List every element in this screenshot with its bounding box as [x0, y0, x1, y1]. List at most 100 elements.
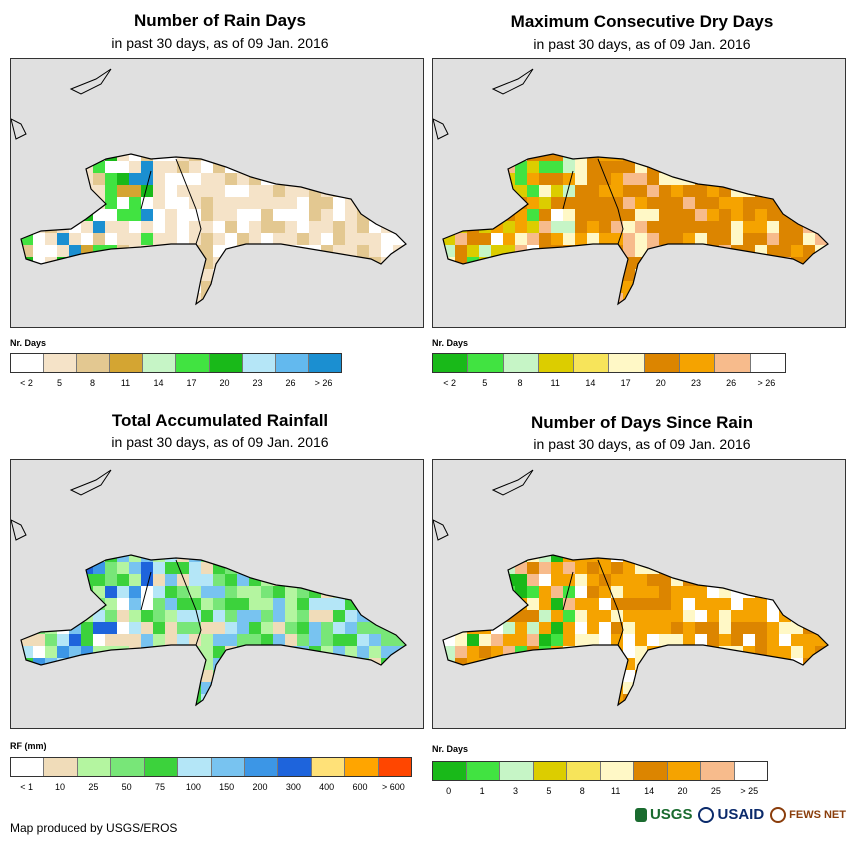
legend-swatch: [433, 762, 467, 780]
legend-swatch: [244, 758, 279, 776]
legend-swatch: [734, 762, 767, 780]
fews-net-logo: FEWS NET: [770, 806, 846, 823]
legend-swatch: [503, 354, 539, 372]
legend-tick-label: 10: [54, 782, 66, 792]
legend-swatch: [600, 762, 634, 780]
legend-swatch: [211, 758, 245, 776]
legend-swatch: [634, 762, 668, 780]
panel-subtitle: in past 30 days, as of 09 Jan. 2016: [111, 434, 329, 450]
legend-swatch: [176, 354, 210, 372]
legend-tick-label: 23: [252, 378, 263, 388]
legend-tick-label: 25: [710, 786, 721, 796]
legend-swatch: [715, 354, 751, 372]
legend-bar: [432, 761, 768, 781]
legend-title: Nr. Days: [432, 744, 469, 754]
legend-tick-label: 150: [219, 782, 235, 792]
legend-swatch: [609, 354, 645, 372]
legend-title: Nr. Days: [432, 338, 469, 348]
legend-swatch: [143, 354, 177, 372]
border-line: [562, 559, 624, 646]
panel-accumulated-rainfall: Total Accumulated Rainfall in past 30 da…: [10, 400, 430, 800]
legend-swatch: [701, 762, 735, 780]
legend-swatch: [433, 354, 469, 372]
legend-tick-label: 14: [585, 378, 596, 388]
small-island-outline: [11, 68, 112, 140]
fews-net-globe-icon: [770, 806, 787, 823]
legend-tick-label: > 25: [740, 786, 759, 796]
map-grid: [11, 469, 407, 707]
legend-tick-label: 11: [611, 786, 621, 796]
usgs-wave-icon: [634, 807, 647, 822]
legend-tick-label: 0: [446, 786, 452, 796]
legend-bar: [432, 353, 786, 373]
legend-swatch: [750, 354, 785, 372]
legend-swatch: [644, 354, 681, 372]
map-grid: [433, 68, 829, 306]
small-island-outline: [11, 469, 112, 541]
legend-swatch: [11, 758, 45, 776]
legend-tick-label: 8: [517, 378, 523, 388]
legend-title: RF (mm): [10, 741, 47, 751]
map-grid: [11, 68, 407, 306]
border-line: [140, 559, 202, 646]
panel-subtitle: in past 30 days, as of 09 Jan. 2016: [533, 36, 751, 52]
legend-swatch: [311, 758, 346, 776]
map-accumulated-rainfall: [10, 459, 424, 729]
legend-swatch: [538, 354, 575, 372]
legend-tick-label: 23: [690, 378, 702, 388]
panel-rain-days: Number of Rain Days in past 30 days, as …: [10, 0, 430, 400]
legend-tick-label: 17: [186, 378, 197, 388]
legend-tick-label: 11: [120, 378, 131, 388]
legend-tick-label: 5: [546, 786, 552, 796]
legend-tick-label: 14: [153, 378, 164, 388]
legend-swatch: [44, 354, 78, 372]
island-outline: [442, 153, 829, 306]
legend-swatch: [144, 758, 179, 776]
legend-swatch: [11, 354, 45, 372]
legend-tick-label: 17: [620, 378, 631, 388]
panel-days-since-rain: Number of Days Since Rain in past 30 day…: [432, 400, 852, 800]
legend-swatch: [500, 762, 534, 780]
legend-title: Nr. Days: [10, 338, 47, 348]
legend-tick-label: 26: [726, 378, 737, 388]
legend-tick-label: > 600: [381, 782, 405, 792]
island-outline: [20, 554, 407, 707]
legend-swatch: [44, 758, 78, 776]
panel-title: Total Accumulated Rainfall: [111, 411, 329, 430]
panel-subtitle: in past 30 days, as of 09 Jan. 2016: [111, 35, 329, 51]
legend-swatch: [278, 758, 312, 776]
legend-tick-label: 20: [677, 786, 688, 796]
legend-swatch: [209, 354, 243, 372]
legend-tick-label: 14: [644, 786, 655, 796]
legend-swatch: [275, 354, 309, 372]
legend-tick-label: 200: [252, 782, 268, 792]
island-outline: [442, 554, 829, 707]
panel-subtitle: in past 30 days, as of 09 Jan. 2016: [533, 436, 751, 452]
legend-bar: [10, 353, 342, 373]
island-outline: [20, 153, 407, 306]
legend-tick-label: 75: [154, 782, 166, 792]
legend-tick-label: 5: [56, 378, 63, 388]
legend-tick-label: 100: [185, 782, 201, 792]
legend-tick-label: 3: [512, 786, 519, 796]
legend-tick-label: 26: [285, 378, 296, 388]
legend-tick-label: > 26: [757, 378, 776, 388]
legend-tick-label: < 2: [443, 378, 456, 388]
legend-tick-label: 8: [579, 786, 585, 796]
map-max-dry-days: [432, 58, 846, 328]
map-days-since-rain: [432, 459, 846, 729]
panel-max-dry-days: Maximum Consecutive Dry Days in past 30 …: [432, 0, 852, 400]
usaid-logo: USAID: [698, 806, 764, 823]
legend-swatch: [77, 354, 111, 372]
small-island-outline: [433, 469, 534, 541]
panel-title: Number of Rain Days: [134, 11, 306, 30]
legend-tick-label: 1: [479, 786, 485, 796]
legend-swatch: [345, 758, 379, 776]
legend-swatch: [242, 354, 276, 372]
legend-bar: [10, 757, 412, 777]
legend-swatch: [680, 354, 716, 372]
usaid-seal-icon: [698, 806, 715, 823]
map-rain-days: [10, 58, 424, 328]
panel-title: Number of Days Since Rain: [530, 413, 753, 432]
legend-swatch: [567, 762, 601, 780]
